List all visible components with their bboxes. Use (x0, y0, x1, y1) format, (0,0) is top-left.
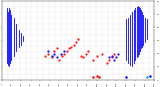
Point (108, 57, 110, 58)
Point (44, 55, 46, 56)
Point (77, 39, 80, 40)
Point (63, 50, 65, 52)
Point (148, 76, 151, 77)
Point (117, 53, 120, 54)
Point (72, 44, 75, 45)
Point (56, 57, 59, 58)
Point (113, 53, 116, 54)
Point (66, 50, 68, 52)
Point (69, 46, 72, 47)
Point (82, 57, 84, 58)
Point (50, 57, 53, 58)
Point (91, 59, 94, 61)
Point (125, 77, 127, 78)
Point (96, 76, 99, 77)
Point (98, 77, 100, 78)
Point (115, 57, 118, 58)
Point (53, 53, 56, 54)
Point (68, 48, 70, 49)
Point (80, 55, 82, 56)
Point (113, 59, 116, 61)
Point (101, 53, 103, 54)
Point (58, 59, 60, 61)
Point (91, 77, 94, 78)
Point (110, 55, 113, 56)
Point (47, 50, 49, 52)
Point (63, 53, 65, 54)
Point (60, 53, 62, 54)
Point (108, 59, 110, 61)
Point (53, 50, 56, 52)
Point (96, 55, 99, 56)
Point (47, 53, 49, 54)
Point (87, 50, 89, 52)
Point (146, 77, 148, 78)
Point (75, 41, 78, 43)
Point (61, 55, 63, 56)
Point (56, 48, 59, 49)
Point (50, 55, 53, 56)
Point (106, 62, 108, 64)
Point (110, 57, 113, 58)
Point (85, 53, 87, 54)
